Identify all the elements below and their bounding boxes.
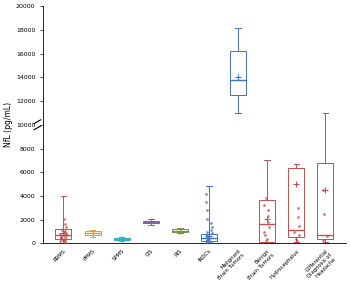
Point	[59, 236, 64, 241]
Point	[208, 228, 213, 233]
Point	[61, 216, 66, 221]
Point	[296, 223, 302, 228]
Point	[205, 238, 211, 243]
Point	[59, 228, 65, 232]
Point	[209, 240, 214, 245]
Point	[294, 236, 299, 241]
Point	[57, 239, 63, 244]
Point	[208, 221, 214, 226]
Point	[203, 234, 209, 238]
Point	[265, 236, 270, 241]
Point	[265, 214, 271, 218]
Point	[291, 229, 297, 234]
Point	[262, 233, 268, 237]
Point	[203, 239, 209, 244]
Bar	[55, 229, 71, 239]
Point	[205, 235, 210, 240]
Bar	[230, 51, 246, 95]
Point	[62, 238, 67, 243]
Point	[204, 216, 210, 221]
Point	[265, 208, 271, 212]
Y-axis label: NfL (pg/mL): NfL (pg/mL)	[4, 102, 13, 147]
Point	[63, 231, 69, 235]
Point	[295, 239, 300, 243]
Bar	[114, 238, 130, 240]
Point	[321, 212, 327, 216]
Point	[58, 235, 64, 239]
Point	[295, 215, 301, 220]
Bar	[143, 221, 159, 224]
Point	[62, 238, 68, 243]
Bar	[85, 231, 100, 234]
Point	[206, 236, 212, 241]
Bar	[317, 163, 334, 239]
Point	[209, 231, 215, 236]
Point	[320, 188, 326, 192]
Point	[320, 238, 326, 243]
Point	[266, 224, 272, 229]
Point	[57, 232, 63, 237]
Point	[296, 233, 302, 237]
Point	[209, 225, 214, 230]
Point	[62, 230, 67, 234]
Bar	[259, 199, 275, 242]
Point	[64, 225, 69, 230]
Point	[261, 203, 267, 208]
Bar	[201, 234, 217, 241]
Point	[204, 230, 210, 234]
Point	[204, 232, 210, 237]
Point	[263, 239, 268, 243]
Point	[295, 205, 300, 210]
Point	[261, 229, 267, 234]
Point	[205, 234, 210, 239]
Point	[63, 235, 68, 240]
Point	[58, 236, 64, 241]
Bar	[288, 168, 304, 238]
Point	[264, 196, 269, 201]
Point	[62, 234, 68, 238]
Point	[203, 191, 209, 196]
Point	[204, 240, 210, 244]
Point	[205, 237, 210, 242]
Point	[62, 229, 68, 233]
Point	[204, 208, 210, 212]
Point	[64, 233, 69, 237]
Point	[61, 231, 66, 236]
Point	[63, 240, 68, 244]
Point	[58, 234, 63, 239]
Point	[324, 234, 330, 238]
Point	[61, 237, 66, 242]
Point	[203, 200, 209, 204]
Point	[62, 222, 68, 227]
Point	[266, 220, 271, 224]
Bar	[172, 229, 188, 232]
